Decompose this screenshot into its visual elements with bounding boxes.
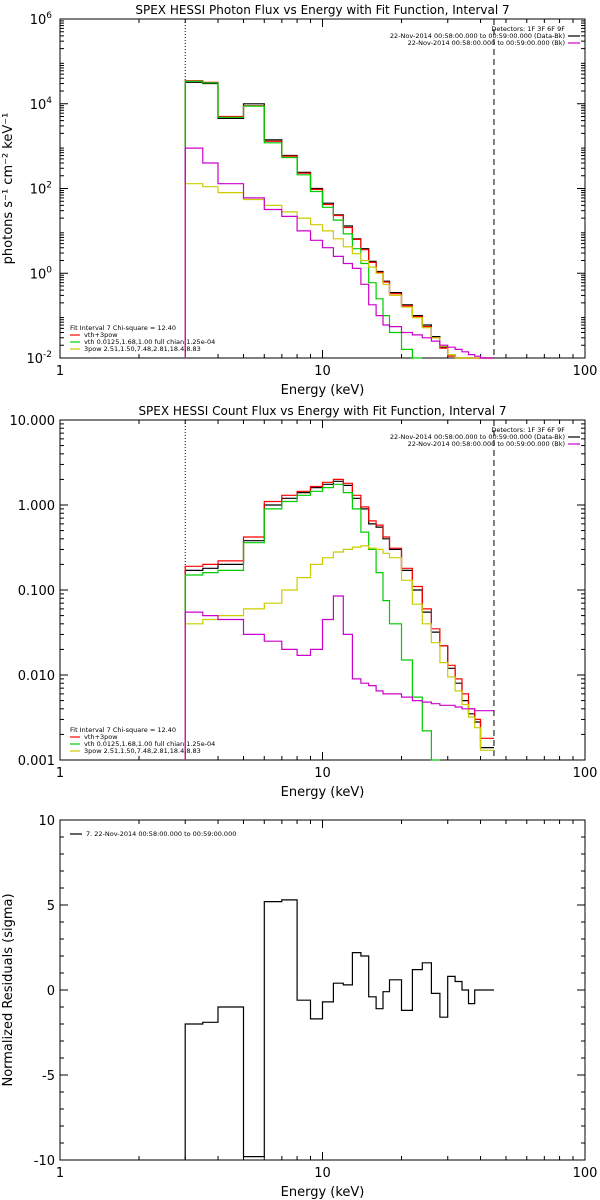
legend-text: Detectors: 1F 3F 6F 9F (491, 426, 565, 434)
legend-text: Fit Interval 7 Chi-square = 12.40 (70, 324, 176, 332)
chart-title: SPEX HESSI Photon Flux vs Energy with Fi… (135, 3, 509, 17)
series-line-5 (184, 147, 494, 359)
chart-panel-2: SPEX HESSI Count Flux vs Energy with Fit… (10, 404, 598, 800)
y-tick-exponent: 0 (46, 265, 52, 275)
y-tick-label: 0.010 (18, 669, 55, 684)
series-line-3 (184, 80, 423, 359)
legend-text: 22-Nov-2014 00:58:00.000 to 00:59:00.000… (390, 32, 565, 40)
legend-text: 22-Nov-2014 00:58:00.000 to 00:59:00.000… (408, 440, 565, 448)
y-tick-label: 0.100 (18, 584, 55, 599)
legend-text: Fit Interval 7 Chi-square = 12.40 (70, 726, 176, 734)
x-tick-label: 100 (573, 364, 598, 379)
legend-text: Detectors: 1F 3F 6F 9F (491, 25, 565, 33)
y-tick-label: 0.001 (18, 754, 55, 769)
x-axis-label: Energy (keV) (281, 1185, 365, 1200)
y-tick-label: -10 (34, 1154, 55, 1169)
y-tick-label: -5 (42, 1069, 55, 1084)
y-tick-label: 100 (30, 265, 53, 282)
y-tick-exponent: 6 (46, 11, 52, 21)
series-line-5 (184, 595, 494, 760)
legend-text: 7. 22-Nov-2014 00:58:00.000 to 00:59:00.… (86, 830, 236, 838)
legend-text: vth 0.0125,1.68,1.00 full chian 1.25e-04 (84, 740, 215, 748)
y-tick-exponent: 4 (46, 96, 52, 106)
x-tick-label: 10 (314, 766, 331, 781)
series-line-4 (184, 183, 494, 359)
x-axis-label: Energy (keV) (281, 383, 365, 398)
y-tick-exponent: -2 (43, 350, 52, 360)
y-tick-label: 10.000 (10, 414, 56, 429)
legend-text: vth 0.0125,1.68,1.00 full chian 1.25e-04 (84, 338, 215, 346)
y-tick-label: 106 (30, 11, 53, 28)
y-tick-label: 5 (47, 899, 55, 914)
chart-panel-1: SPEX HESSI Photon Flux vs Energy with Fi… (1, 3, 597, 398)
x-tick-label: 10 (314, 364, 331, 379)
series-line-4 (184, 545, 494, 760)
legend-text: 3pow 2.51,1.50,7.48,2.81,18.4,8.83 (84, 747, 201, 755)
x-axis-label: Energy (keV) (281, 785, 365, 800)
legend-text: 3pow 2.51,1.50,7.48,2.81,18.4,8.83 (84, 345, 201, 353)
y-tick-exponent: 2 (46, 181, 52, 191)
series-line-2 (184, 80, 494, 359)
plot-frame (59, 819, 586, 1161)
chart-title: SPEX HESSI Count Flux vs Energy with Fit… (138, 404, 506, 418)
y-axis-label: photons s⁻¹ cm⁻² keV⁻¹ (1, 113, 16, 265)
legend-text: vth+3pow (84, 733, 118, 741)
y-tick-label: 102 (30, 181, 52, 198)
x-tick-label: 100 (573, 1166, 598, 1181)
y-tick-label: 10-2 (26, 350, 52, 367)
legend-text: 22-Nov-2014 00:58:00.000 to 00:59:00.000… (408, 39, 565, 47)
y-axis-label: Normalized Residuals (sigma) (1, 893, 16, 1086)
plot-frame (59, 419, 586, 761)
y-tick-label: 1.000 (18, 499, 55, 514)
x-tick-label: 1 (56, 766, 64, 781)
chart-panel-3: 1 10 100 -10 -5 0 5 10 Energy (keV) Normalized Re… (1, 814, 597, 1200)
x-tick-label: 10 (314, 1166, 331, 1181)
y-tick-label: 0 (47, 984, 55, 999)
y-tick-base: 10 (30, 98, 47, 113)
y-tick-base: 10 (30, 183, 47, 198)
series-line-2 (184, 478, 494, 760)
y-tick-label: 10 (38, 814, 55, 829)
legend-text: 22-Nov-2014 00:58:00.000 to 00:59:00.000… (390, 433, 565, 441)
series-line-1 (184, 899, 494, 1160)
y-tick-label: 104 (30, 96, 53, 113)
y-tick-base: 10 (30, 267, 47, 282)
x-tick-label: 1 (56, 364, 64, 379)
x-tick-label: 1 (56, 1166, 64, 1181)
series-line-3 (184, 483, 440, 761)
series-line-1 (184, 480, 494, 760)
y-tick-base: 10 (26, 352, 43, 367)
x-tick-label: 100 (573, 766, 598, 781)
y-tick-base: 10 (30, 13, 47, 28)
legend-text: vth+3pow (84, 331, 118, 339)
